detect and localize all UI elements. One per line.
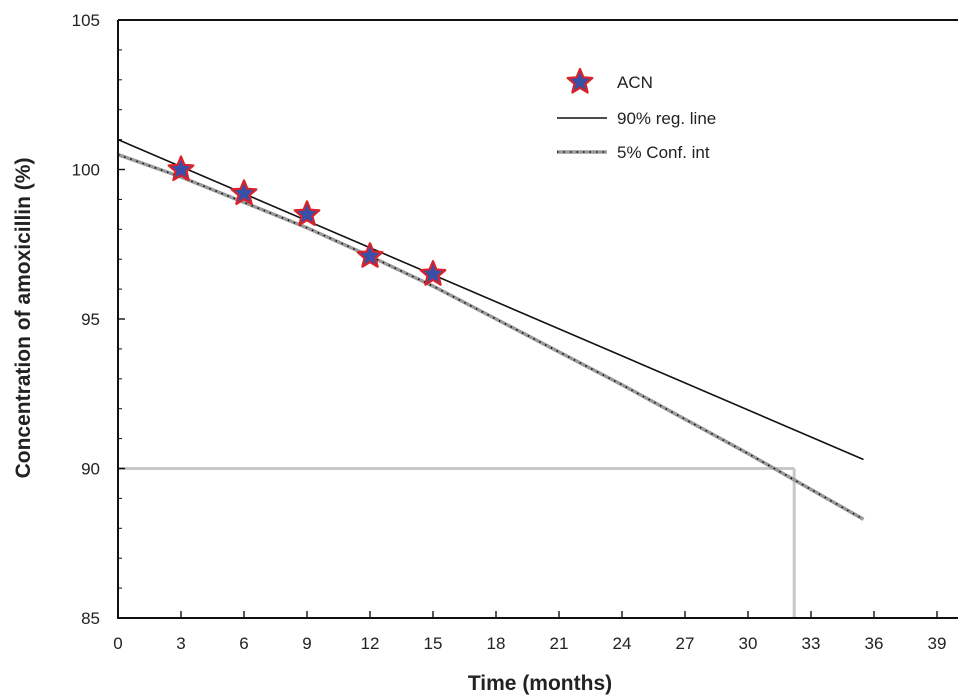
series-line-confidence xyxy=(117,152,865,521)
series-line-confidence-dots xyxy=(117,153,864,521)
y-tick-label: 85 xyxy=(81,609,100,628)
x-tick-label: 9 xyxy=(302,634,311,653)
x-tick-label: 39 xyxy=(928,634,947,653)
x-tick-label: 36 xyxy=(865,634,884,653)
x-tick-label: 3 xyxy=(176,634,185,653)
x-tick-label: 27 xyxy=(676,634,695,653)
y-tick-label: 105 xyxy=(72,11,100,30)
data-point-star xyxy=(356,242,384,268)
data-point-star xyxy=(293,200,321,226)
y-tick-label: 100 xyxy=(72,161,100,180)
series-line-regression xyxy=(117,138,864,461)
legend-star-marker xyxy=(566,67,594,94)
x-tick-label: 30 xyxy=(739,634,758,653)
y-tick-label: 95 xyxy=(81,310,100,329)
y-tick-label: 90 xyxy=(81,460,100,479)
data-point-star xyxy=(167,155,195,182)
x-tick-label: 15 xyxy=(424,634,443,653)
x-tick-label: 18 xyxy=(487,634,506,653)
x-tick-label: 0 xyxy=(113,634,122,653)
y-axis-label: Concentration of amoxicillin (%) xyxy=(12,158,35,479)
data-point-star xyxy=(419,260,447,286)
x-tick-label: 21 xyxy=(550,634,569,653)
data-point-star xyxy=(230,179,258,206)
x-tick-label: 24 xyxy=(613,634,632,653)
legend-label-confidence: 5% Conf. int xyxy=(617,143,710,162)
x-axis-label: Time (months) xyxy=(468,672,612,695)
x-tick-label: 6 xyxy=(239,634,248,653)
legend: ACN 90% reg. line 5% Conf. int xyxy=(557,67,716,162)
x-tick-label: 12 xyxy=(361,634,380,653)
x-tick-label: 33 xyxy=(802,634,821,653)
legend-label-regression: 90% reg. line xyxy=(617,109,716,128)
legend-label-acn: ACN xyxy=(617,73,653,92)
